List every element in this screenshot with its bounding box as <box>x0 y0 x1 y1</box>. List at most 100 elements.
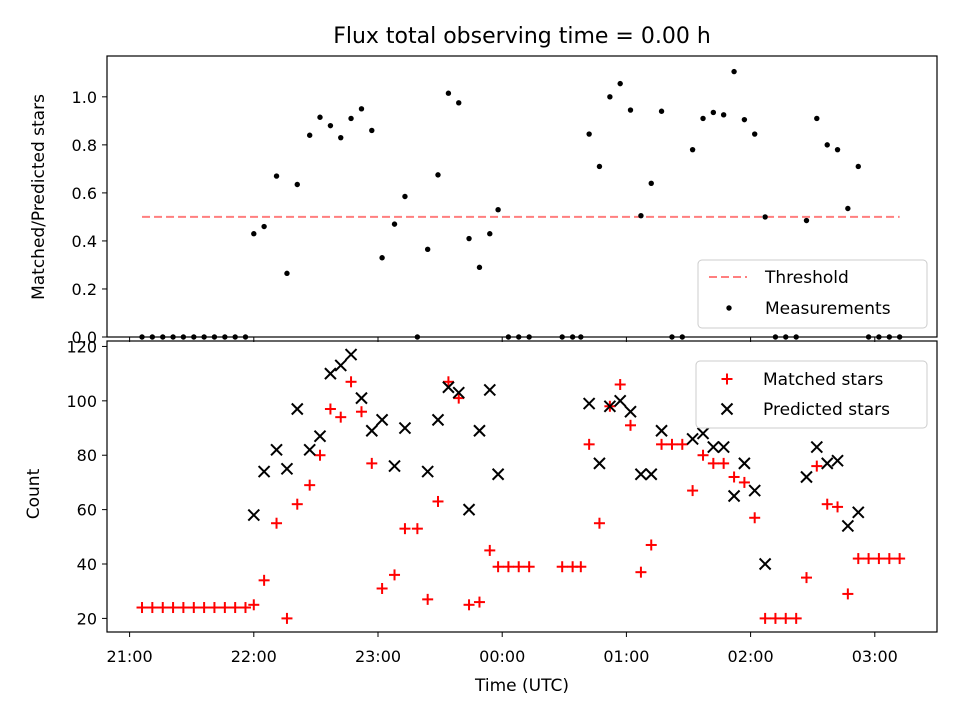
matched-star-point <box>473 596 485 608</box>
measurement-point <box>855 163 861 170</box>
measurement-point <box>402 193 408 200</box>
predicted-star-point <box>257 465 271 478</box>
matched-star-point <box>422 593 434 605</box>
measurement-point <box>317 114 323 120</box>
measurement-point <box>845 205 851 212</box>
bottom-y-tick-label: 80 <box>77 446 97 465</box>
predicted-star-point <box>707 440 720 454</box>
matched-star-point <box>188 602 200 614</box>
matched-star-point <box>502 561 514 573</box>
top-y-tick-label: 0.6 <box>72 184 97 203</box>
predicted-star-point <box>247 508 261 522</box>
measurement-point <box>710 109 717 116</box>
predicted-star-point <box>270 443 283 456</box>
measurement-point <box>700 115 706 122</box>
chart-title: Flux total observing time = 0.00 h <box>333 24 711 49</box>
measurement-point <box>658 108 665 114</box>
matched-star-point <box>389 569 401 581</box>
matched-star-point <box>575 561 587 573</box>
predicted-star-point <box>634 468 648 481</box>
predicted-star-point <box>491 468 505 481</box>
predicted-star-point <box>852 506 865 519</box>
measurement-point <box>638 213 644 219</box>
bottom-y-axis-label: Count <box>24 468 44 519</box>
predicted-stars-points <box>247 348 865 571</box>
matched-star-point <box>523 561 535 573</box>
matched-star-point <box>821 498 833 510</box>
measurement-point <box>369 127 375 134</box>
matched-star-point <box>676 438 688 450</box>
predicted-star-point <box>831 454 844 467</box>
measurement-point <box>803 217 810 224</box>
matched-star-point <box>873 553 885 565</box>
matched-star-point <box>707 457 719 469</box>
matched-star-point <box>442 376 454 388</box>
bottom-legend: Matched stars Predicted stars <box>695 360 928 429</box>
measurement-point <box>251 231 257 237</box>
bottom-y-ticks: 20 40 60 80 100 120 <box>66 337 107 628</box>
matched-star-point <box>738 476 750 488</box>
measurement-point <box>327 122 334 129</box>
predicted-star-point <box>344 348 358 361</box>
matched-star-point <box>780 612 792 624</box>
matched-star-point <box>229 602 241 614</box>
predicted-star-point <box>645 468 658 481</box>
matched-star-point <box>718 457 730 469</box>
top-axes-frame <box>106 55 938 338</box>
measurement-point <box>762 214 768 220</box>
x-tick-label: 01:00 <box>603 647 649 666</box>
predicted-star-point <box>388 459 401 473</box>
matched-star-point <box>800 572 812 584</box>
predicted-star-point <box>738 457 751 470</box>
matched-star-point <box>556 561 568 573</box>
measurement-point <box>586 131 592 137</box>
bottom-y-tick-label: 60 <box>77 501 97 520</box>
measurement-point <box>741 116 748 123</box>
legend-threshold-label: Threshold <box>764 268 849 288</box>
measurement-point <box>824 142 830 148</box>
matched-star-point <box>656 438 668 450</box>
matched-star-point <box>492 561 504 573</box>
matched-star-point <box>811 460 823 472</box>
predicted-star-point <box>696 427 710 440</box>
matched-star-point <box>324 403 336 415</box>
x-tick-label: 00:00 <box>479 647 525 666</box>
matched-star-point <box>157 602 169 614</box>
measurement-point <box>596 163 603 170</box>
measurement-point <box>284 270 290 277</box>
matched-star-point <box>411 523 423 535</box>
top-y-tick-label: 0.0 <box>72 328 97 347</box>
matched-star-point <box>376 582 388 594</box>
predicted-star-point <box>727 489 741 503</box>
matched-star-point <box>258 574 270 586</box>
matched-star-point <box>759 612 771 624</box>
matched-star-point <box>355 406 367 418</box>
bottom-y-tick-label: 100 <box>66 392 97 411</box>
top-y-tick-label: 0.4 <box>72 232 97 251</box>
bottom-legend-box <box>695 360 928 429</box>
measurement-point <box>607 94 613 100</box>
x-axis-label: Time (UTC) <box>474 676 569 696</box>
predicted-star-point <box>582 397 596 410</box>
measurement-point <box>294 181 300 188</box>
measurement-point <box>261 223 267 230</box>
matched-star-point <box>593 517 605 529</box>
measurement-point <box>720 112 727 118</box>
matched-star-point <box>769 612 781 624</box>
top-y-tick-label: 1.0 <box>72 88 97 107</box>
matched-star-point <box>645 539 657 551</box>
predicted-star-point <box>291 402 304 416</box>
predicted-star-point <box>758 557 772 571</box>
measurement-point <box>435 172 441 178</box>
legend-measurements-swatch <box>726 305 732 311</box>
measurement-point <box>476 264 483 271</box>
x-tick-label: 21:00 <box>107 647 153 666</box>
predicted-star-point <box>624 405 637 418</box>
matched-star-point <box>335 411 347 423</box>
measurement-point <box>627 107 634 113</box>
matched-star-point <box>863 553 875 565</box>
matched-star-point <box>666 438 678 450</box>
matched-star-point <box>146 602 158 614</box>
predicted-star-point <box>313 429 327 443</box>
matched-star-point <box>484 544 496 556</box>
